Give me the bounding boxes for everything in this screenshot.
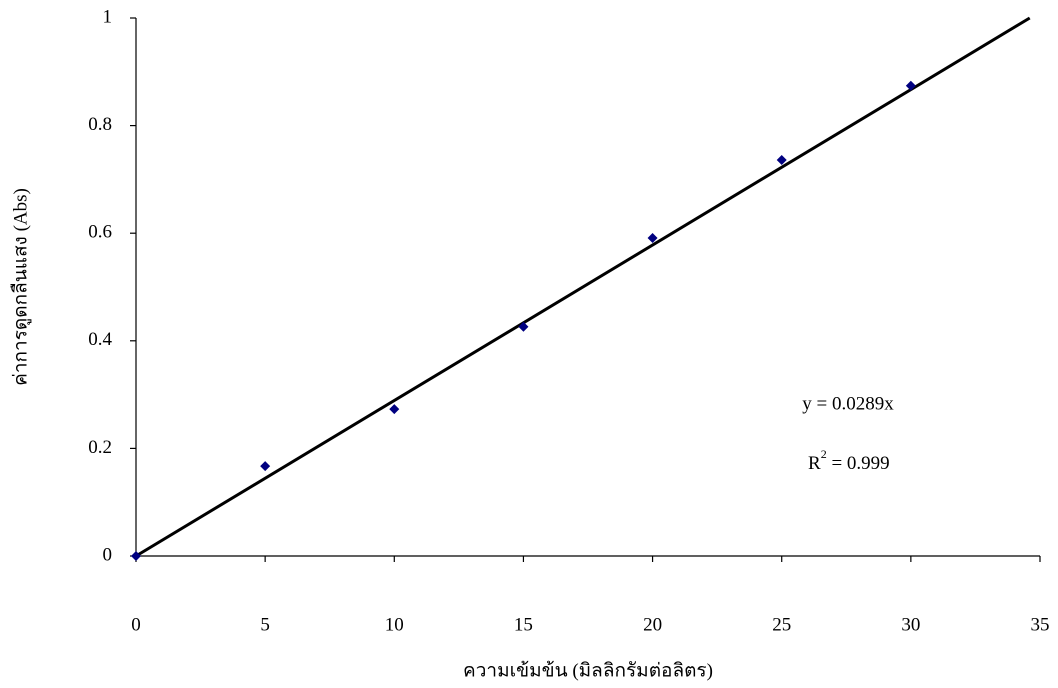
x-tick-label: 0 xyxy=(131,614,141,635)
y-tick-label: 0 xyxy=(103,544,113,565)
r-squared-rest: = 0.999 xyxy=(827,453,890,474)
x-tick-label: 10 xyxy=(385,614,404,635)
x-tick-label: 30 xyxy=(901,614,920,635)
x-tick-label: 25 xyxy=(772,614,791,635)
data-point xyxy=(906,81,916,91)
y-axis-label: ค่าการดูดกลืนแสง (Abs) xyxy=(10,188,31,386)
chart: ความเข้มข้น (มิลลิกรัมต่อลิตร) ค่าการดูด… xyxy=(0,0,1058,688)
y-tick-label: 0.8 xyxy=(88,114,112,135)
y-tick-label: 1 xyxy=(103,6,113,27)
y-tick-label: 0.6 xyxy=(88,222,112,243)
x-tick-label: 35 xyxy=(1031,614,1050,635)
y-tick-label: 0.2 xyxy=(88,437,112,458)
trend-equation: y = 0.0289x xyxy=(802,393,894,414)
x-axis-label: ความเข้มข้น (มิลลิกรัมต่อลิตร) xyxy=(463,660,713,681)
data-point xyxy=(260,461,270,471)
data-point xyxy=(389,404,399,414)
y-tick-label: 0.4 xyxy=(88,329,112,350)
trendline xyxy=(136,18,1030,556)
r-squared-base: R xyxy=(808,453,821,474)
x-tick-label: 15 xyxy=(514,614,533,635)
x-tick-label: 20 xyxy=(643,614,662,635)
r-squared: R2 = 0.999 xyxy=(808,447,890,475)
x-tick-label: 5 xyxy=(260,614,270,635)
